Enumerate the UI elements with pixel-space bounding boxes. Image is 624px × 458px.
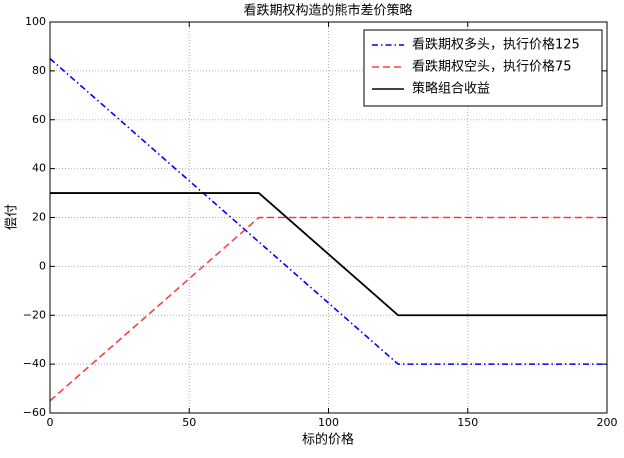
y-tick-label: 0 (39, 259, 46, 272)
y-tick-label: 60 (32, 113, 46, 126)
legend: 看跌期权多头，执行价格125 看跌期权空头，执行价格75 策略组合收益 (363, 29, 603, 107)
y-axis-label: 偿付 (5, 204, 20, 230)
y-tick-label: 80 (32, 64, 46, 77)
x-tick-label: 0 (47, 416, 54, 429)
x-tick-label: 100 (318, 416, 339, 429)
x-tick-label: 50 (182, 416, 196, 429)
series-line (49, 216, 607, 402)
legend-box (363, 29, 603, 107)
x-tick-label: 150 (457, 416, 478, 429)
y-tick-label: −40 (23, 357, 46, 370)
legend-label: 策略组合收益 (412, 81, 490, 97)
plot-frame (49, 21, 608, 414)
y-tick-label: 20 (32, 211, 46, 224)
series-line (50, 192, 607, 317)
y-tick-label: −60 (23, 406, 46, 419)
x-axis-label: 标的价格 (302, 432, 354, 448)
y-tick-label: 100 (25, 15, 46, 28)
chart-title: 看跌期权构造的熊市差价策略 (243, 3, 412, 19)
x-tick-label: 200 (597, 416, 618, 429)
legend-label: 看跌期权多头，执行价格125 (412, 37, 580, 53)
legend-label: 看跌期权空头，执行价格75 (412, 59, 572, 75)
y-tick-label: 40 (32, 162, 46, 175)
y-tick-label: −20 (23, 308, 46, 321)
series-line (49, 58, 607, 365)
